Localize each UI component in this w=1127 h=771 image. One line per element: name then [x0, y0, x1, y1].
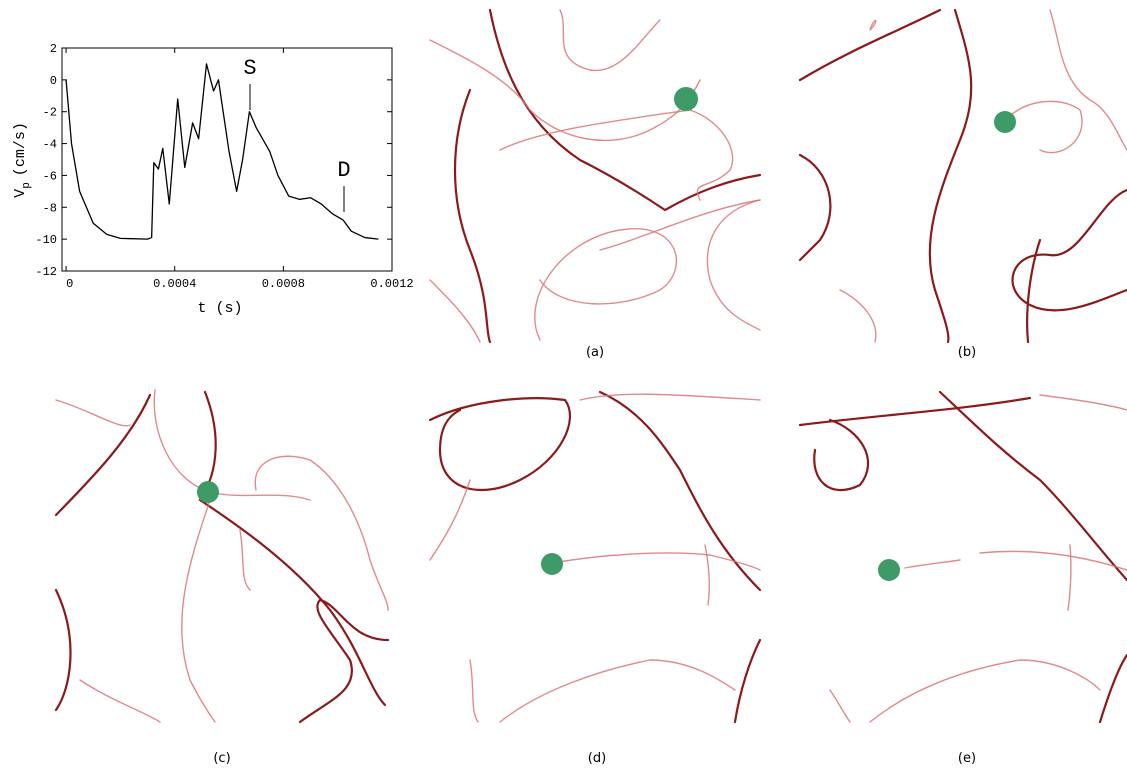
particle [197, 481, 219, 503]
x-tick-label: 0.0012 [370, 277, 413, 291]
panel-caption: (d) [588, 751, 606, 766]
panel-caption: (e) [958, 751, 976, 766]
y-axis-label-main: V [12, 189, 29, 198]
x-tick-label: 0.0008 [262, 277, 305, 291]
y-tick-label: -8 [43, 201, 57, 215]
y-tick-label: 0 [50, 74, 57, 88]
particle [674, 87, 698, 111]
panel-e-image [800, 392, 1127, 722]
x-tick-label: 0.0004 [153, 277, 196, 291]
particle [541, 553, 563, 575]
y-tick-label: -6 [43, 169, 57, 183]
y-axis-label-unit: (cm/s) [12, 122, 29, 176]
annotation: S [243, 56, 256, 81]
data-line [66, 64, 378, 239]
y-tick-label: -2 [43, 106, 57, 120]
panel-caption: (b) [958, 345, 976, 360]
panel-caption: (c) [213, 751, 230, 766]
panel-c-image [56, 390, 388, 722]
y-tick-label: -4 [43, 138, 57, 152]
panel-caption: (a) [586, 345, 604, 360]
annotation: D [337, 158, 350, 183]
y-axis-label: Vp (cm/s) [12, 122, 33, 198]
particle [878, 559, 900, 581]
y-tick-label: 2 [50, 42, 57, 56]
y-tick-label: -12 [35, 265, 57, 279]
y-axis-label-sub: p [21, 182, 33, 189]
x-axis-label: t (s) [197, 300, 242, 317]
panel-d-image [430, 392, 760, 722]
y-tick-label: -10 [35, 233, 57, 247]
particle [994, 111, 1016, 133]
x-tick-label: 0 [66, 277, 73, 291]
figure: (a) (b) (c) [0, 0, 1127, 771]
panel-b-image [800, 10, 1127, 342]
panel-a-image [430, 10, 760, 342]
